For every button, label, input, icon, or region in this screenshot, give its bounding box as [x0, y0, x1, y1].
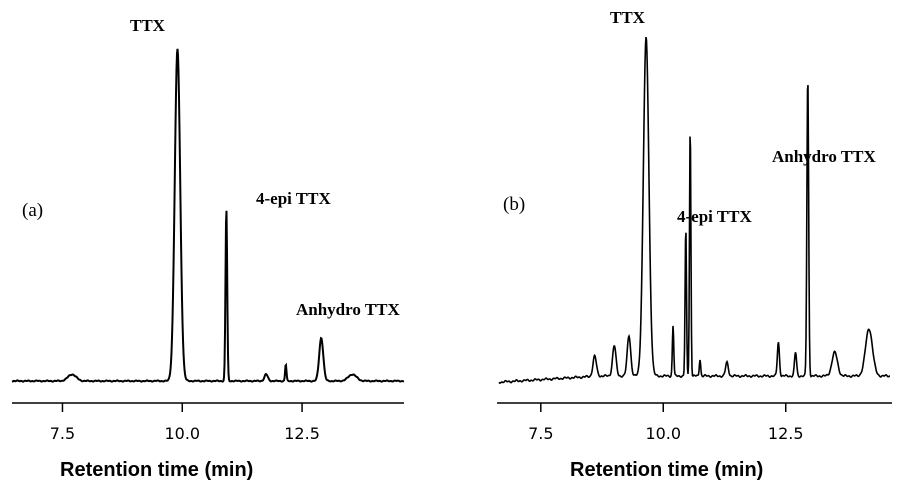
x-tick-label: 10.0 — [645, 424, 681, 443]
panel-b-letter: (b) — [503, 194, 525, 215]
x-ticks-a: 7.5 10.0 12.5 — [50, 403, 320, 443]
x-ticks-b: 7.5 10.0 12.5 — [528, 403, 804, 443]
x-axis-title-a: Retention time (min) — [60, 459, 253, 481]
x-axis-title-b: Retention time (min) — [570, 459, 763, 481]
x-tick-label: 12.5 — [768, 424, 804, 443]
x-tick-label: 7.5 — [528, 424, 553, 443]
peak-label-4epi-ttx-b: 4-epi TTX — [677, 207, 753, 226]
chromatogram-panel-b: (b) 7.5 10.0 12.5 TTX 4-epi TTX Anhydro TT… — [497, 8, 892, 481]
x-tick-label: 7.5 — [50, 424, 75, 443]
peak-label-ttx-a: TTX — [130, 16, 166, 35]
peak-label-anhydro-ttx-b: Anhydro TTX — [772, 147, 876, 166]
peak-label-anhydro-ttx-a: Anhydro TTX — [296, 300, 400, 319]
peak-label-ttx-b: TTX — [610, 8, 646, 27]
chromatogram-trace-a — [11, 48, 405, 383]
x-tick-label: 12.5 — [284, 424, 320, 443]
peak-label-4epi-ttx-a: 4-epi TTX — [256, 189, 332, 208]
panel-a-letter: (a) — [22, 200, 43, 221]
chromatogram-panel-a: (a) 7.5 10.0 12.5 TTX 4-epi TTX Anhydro TT… — [11, 16, 405, 481]
x-tick-label: 10.0 — [164, 424, 200, 443]
chromatogram-trace-b — [498, 36, 890, 384]
